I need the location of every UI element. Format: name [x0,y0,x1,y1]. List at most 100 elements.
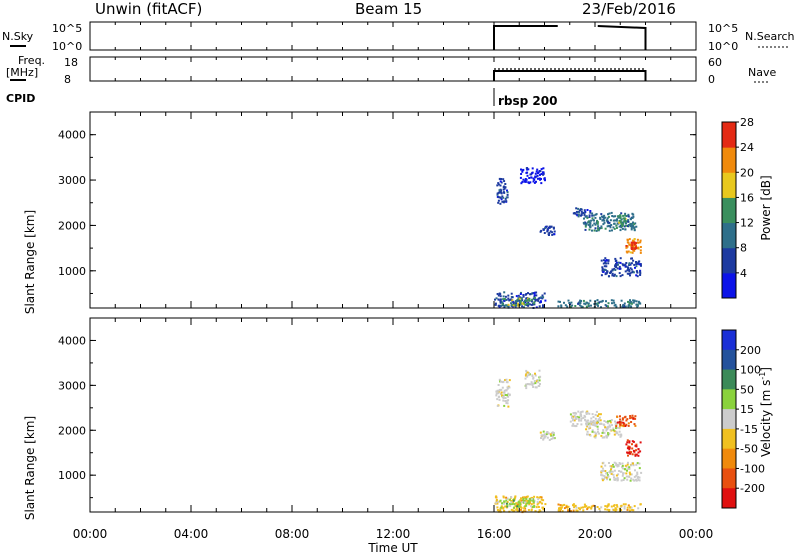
velocity-echo-cell [592,416,595,418]
power-frame [89,111,697,309]
velocity-echo-cell [596,415,599,417]
power-echo-cell [497,182,500,185]
velocity-echo-cell [522,498,525,501]
nsky-label: N.Sky [2,30,34,43]
power-echo-cell [522,303,525,306]
velocity-echo-cell [543,433,546,436]
power-echo-cell [625,262,628,264]
power-echo-cell [638,263,641,266]
power-echo-cell [596,222,599,225]
power-echo-cell [591,217,594,220]
velocity-echo-cell [542,434,545,437]
velocity-echo-cell [633,505,636,508]
power-echo-cell [540,168,543,171]
power-echo-region [615,214,627,227]
power-echo-cell [624,212,627,215]
power-echo-cell [604,260,607,263]
power-echo-region [496,177,509,205]
power-echo-cell [531,292,534,295]
velocity-echo-cell [498,378,501,381]
velocity-echo-cell [603,420,606,422]
xaxis-tick-label: 16:00 [477,527,512,541]
velocity-echo-cell [515,502,518,505]
power-echo-cell [528,299,531,302]
velocity-echo-cell [547,432,550,435]
velocity-echo-cell [501,394,503,397]
velocity-echo-cell [572,412,575,415]
velocity-echo-cell [610,465,613,468]
velocity-echo-cell [622,425,625,428]
velocity-echo-cell [505,502,508,505]
power-echo-cell [533,178,536,181]
power-echo-cell [514,303,517,306]
velocity-echo-cell [532,386,535,388]
velocity-echo-cell [606,428,609,430]
velocity-echo-cell [533,499,536,502]
velocity-colorbar: 200 100 50 15 -15 -50 -100 -200 [721,329,765,509]
velocity-echo-cell [506,497,509,500]
power-echo-cell [512,304,515,307]
power-echo-cell [521,302,524,305]
velocity-echo-cell [610,505,613,508]
power-echo-cell [550,225,553,228]
power-echo-cell [619,257,622,260]
power-echo-cell [630,305,633,308]
power-echo-cell [503,191,506,194]
velocity-echo-cell [513,503,516,506]
power-echo-cell [521,305,524,308]
power-echo-cell [612,226,615,229]
power-echo-cell [620,218,623,221]
power-echo-cell [564,304,567,307]
velocity-echo-cell [637,448,640,451]
power-echo-cell [530,176,533,179]
velocity-echo-cell [623,505,626,508]
power-echo-cell [607,225,610,227]
power-echo-cell [525,297,528,300]
velocity-echo-cell [620,479,623,482]
power-echo-cell [520,182,523,185]
velocity-echo-cell [621,466,624,469]
velocity-echo-cell [495,394,498,397]
velocity-echo-cell [552,432,555,434]
velocity-echo-cell [629,415,632,417]
power-echo-cell [613,267,616,270]
velocity-echo-cell [636,462,639,465]
velocity-echo-cell [604,426,607,429]
velocity-echo-cell [585,505,588,508]
velocity-echo-cell [501,386,504,389]
velocity-echo-cell [509,498,511,501]
power-echo-cell [518,299,521,302]
power-echo-cell [583,209,586,212]
power-echo-cell [639,239,642,242]
power-echo-cell [615,264,618,267]
velocity-echo-cell [501,502,504,505]
power-echo-cell [621,221,623,224]
power-echo-cell [633,223,636,226]
velocity-echo-cell [629,479,632,482]
power-echo-cell [633,263,636,266]
power-echo-cell [622,306,625,309]
power-echo-cell [592,214,595,217]
power-echo-cell [580,305,583,308]
power-echo-cell [609,271,612,273]
velocity-echo-cell [504,394,507,396]
velocity-echo-cell [525,383,528,386]
power-echo-cell [622,264,625,267]
velocity-echo-cell [605,436,608,439]
velocity-echo-cell [572,503,575,506]
power-echo-cell [504,197,507,200]
power-echo-cell [601,267,604,270]
power-echo-cell [519,176,522,179]
power-echo-cell [538,301,541,304]
freq-tick-top: 18 [64,56,78,69]
power-echo-cell [589,210,592,212]
velocity-echo-cell [502,397,505,400]
velocity-echo-cell [552,437,555,440]
power-echo-cell [502,196,505,199]
velocity-echo-cell [516,510,519,512]
power-echo-cell [521,180,524,183]
velocity-echo-cell [634,415,637,418]
power-echo-cell [603,221,606,224]
power-echo-region [519,167,546,185]
velocity-echo-region [524,369,542,390]
